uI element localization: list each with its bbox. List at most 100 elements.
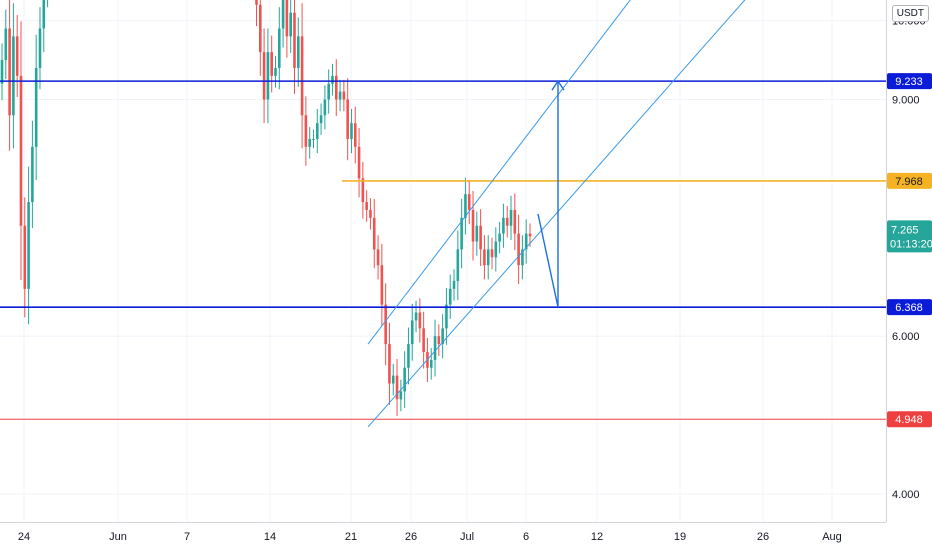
candle-body [323,99,327,116]
candle-body [0,60,4,84]
candle-body [418,312,422,329]
candle-body [498,233,501,242]
x-tick-label: Jun [109,531,127,543]
candle-body [346,99,349,139]
candle-body [12,36,15,116]
channel-lower-line [367,0,746,428]
x-tick-label: 26 [757,531,769,543]
candle-body [281,0,285,29]
candle-body [308,138,311,147]
x-tick-label: 19 [674,531,686,543]
candle-body [524,233,528,250]
x-tick-label: Aug [822,531,842,543]
x-tick-label: 7 [184,531,190,543]
candle-body [300,36,304,116]
level-tag-label: 9.233 [895,76,923,88]
candle-body [471,209,475,242]
candle-body [448,288,452,305]
candle-body [513,209,517,234]
candle-body [509,209,513,226]
candle-body [380,265,384,305]
candle-body [327,83,330,100]
candle-body [8,28,11,116]
level-tag [887,172,932,189]
candle-body [34,67,38,147]
axis-background [886,0,932,550]
grid [0,0,886,522]
candle-body [437,336,441,345]
candle-body [277,28,281,68]
candle-body [399,391,403,400]
level-tag-label: 6.368 [895,302,923,314]
currency-label[interactable]: USDT [891,5,929,22]
channel-upper-line [367,0,631,345]
candle-body [410,320,414,345]
candle-body [528,233,532,237]
candle-body [464,194,467,218]
level-tag [887,411,932,428]
candles [0,0,532,416]
candle-body [255,0,258,5]
candle-body [521,249,524,266]
y-tick-label: 6.000 [892,331,920,343]
y-tick-label: 4.000 [892,489,920,501]
x-tick-label: 12 [591,531,603,543]
candle-body [19,75,23,226]
candle-body [296,36,300,68]
projection-arrowhead [551,79,565,91]
candle-body [467,194,471,210]
x-tick-label: 14 [264,531,276,543]
projection-arrow [537,79,565,308]
x-tick-label: 26 [405,531,417,543]
candle-body [304,115,308,147]
horizontal-levels [0,80,886,420]
candle-body [429,359,433,368]
price-axis: 15.00014.00013.00012.00011.00010.0009.00… [886,0,932,550]
y-tick-label: 9.000 [892,95,920,107]
candle-body [270,52,273,76]
candle-body [384,304,387,345]
candle-body [262,52,266,100]
candle-body [391,375,395,384]
level-tag [887,299,932,316]
x-tick-label: 21 [345,531,357,543]
candle-body [369,209,372,218]
candle-body [407,344,410,368]
candle-body [475,225,479,242]
candle-body [445,304,448,329]
last-price-tag [887,220,932,253]
candle-body [289,12,292,37]
candle-body [361,178,365,203]
projection-path [537,81,559,308]
trend-channel [367,0,746,428]
candle-body [365,202,368,210]
x-tick-label: 24 [18,531,30,543]
candle-body [483,249,486,266]
candle-body [285,0,289,37]
candle-body [502,217,505,234]
candle-body [479,225,482,250]
candle-body [312,138,315,140]
last-price-value: 7.265 [891,224,919,236]
candle-body [259,4,262,53]
candle-body [338,91,342,100]
candle-body [319,115,323,124]
candle-body [357,146,361,179]
candle-body [353,123,357,147]
candle-body [315,123,319,139]
candle-body [422,328,425,352]
candle-body [460,217,463,250]
candle-body [376,249,380,266]
candle-body [414,312,418,321]
candle-body [456,249,460,281]
candle-body [441,328,444,345]
candle-body [342,91,346,100]
time-axis-background [0,522,932,550]
candle-body [27,202,30,289]
candle-body [4,28,8,61]
candle-body [452,280,456,289]
candle-body [331,75,334,84]
time-axis: 24 Jun 7 14 21 26 Jul 6 12 19 26 Aug [0,522,932,550]
candle-body [293,12,296,68]
